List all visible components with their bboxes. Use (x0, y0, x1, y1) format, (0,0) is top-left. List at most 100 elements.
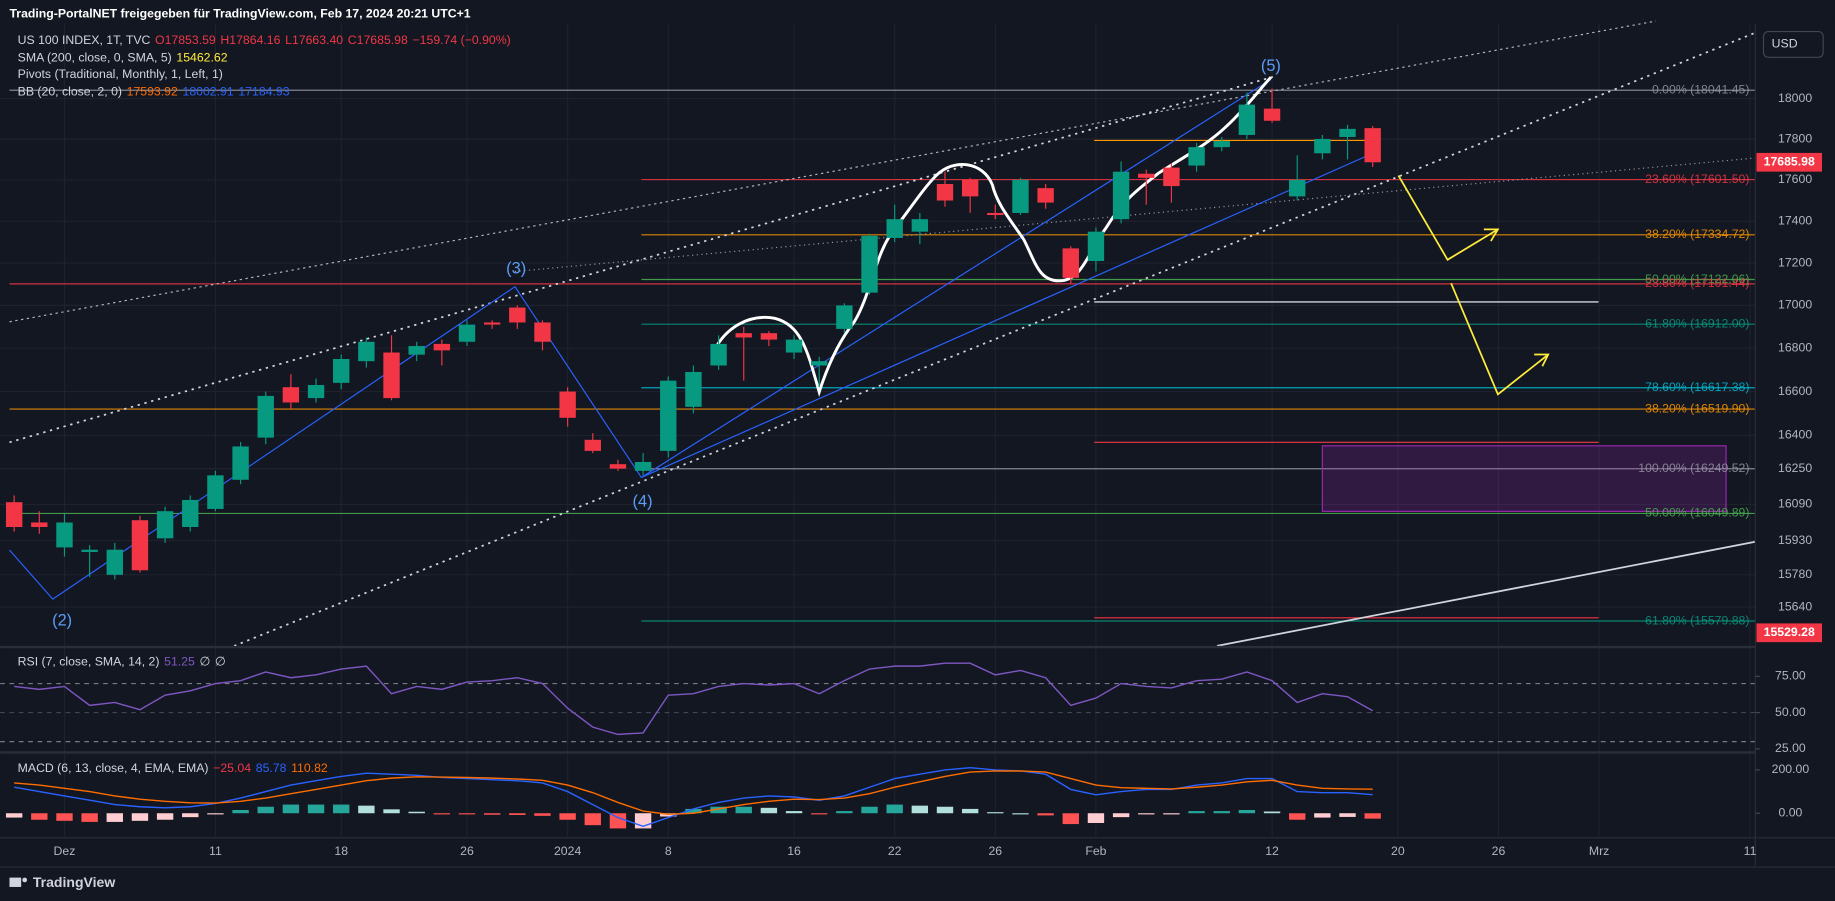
candle-body (207, 475, 224, 509)
candle-body (56, 522, 73, 548)
candle-body (232, 446, 249, 480)
candle-body (1138, 173, 1155, 178)
candle-body (31, 522, 48, 527)
trend-line (1216, 540, 1756, 647)
price-label: 15529.28 (1764, 625, 1815, 639)
macd-hist-bar (987, 812, 1004, 814)
legend-item: 85.78 (256, 761, 287, 775)
legend-item: 17593.92 (127, 85, 178, 99)
y-tick-label: 17800 (1778, 131, 1812, 145)
legend-line: US 100 INDEX, 1T, TVC O17853.59 H17864.16 L… (18, 33, 511, 47)
macd-hist-bar (333, 804, 350, 814)
level-label: 61.80% (15579.88) (1645, 613, 1749, 627)
macd-hist-bar (433, 813, 451, 815)
candle-body (333, 358, 350, 383)
macd-hist-bar (1087, 813, 1105, 823)
candle-body (106, 549, 123, 575)
candle-body (936, 184, 954, 201)
macd-hist-bar (1138, 813, 1155, 815)
marks: 0.00% (18041.45) 23.60% (17601.50) 38.20% … (5, 83, 1749, 829)
candle-body (785, 339, 803, 353)
macd-hist-bar (1238, 809, 1256, 814)
price-axis (1755, 23, 1835, 866)
macd-hist-bar (483, 813, 501, 815)
legend-item: 51.25 (164, 655, 195, 669)
macd-hist-bar (156, 813, 174, 820)
macd-hist-bar (886, 804, 903, 814)
legend-item: SMA (200, close, 0, SMA, 5) (18, 51, 172, 65)
macd-hist-bar (131, 813, 149, 821)
currency-button[interactable] (1762, 31, 1824, 58)
candle-body (1213, 141, 1230, 148)
macd-hist-bar (81, 813, 98, 822)
macd-hist-bar (408, 811, 425, 814)
macd-hist-bar (559, 813, 576, 820)
x-tick-label: 12 (1265, 844, 1279, 858)
wave-label: (3) (506, 259, 526, 277)
macd-hist-bar (534, 813, 551, 816)
candle-body (911, 219, 929, 232)
macd-hist-bar (861, 806, 878, 814)
macd-line (14, 770, 1373, 816)
wave-line (9, 79, 1272, 600)
macd-hist-bar (1188, 811, 1205, 814)
trend-line (514, 157, 1756, 273)
macd-hist-bar (1314, 813, 1331, 818)
level-label: 23.60% (17601.50) (1645, 172, 1749, 186)
candle-body (1339, 128, 1356, 137)
candle-body (609, 464, 627, 469)
macd-hist-bar (1112, 813, 1130, 818)
y-tick-label: 16800 (1778, 340, 1812, 354)
macd-hist-bar (257, 806, 274, 814)
price-label-box (1756, 152, 1823, 172)
level-label: 50.00% (17122.06) (1645, 272, 1749, 286)
trend-line (9, 20, 1656, 323)
price-label-box (1756, 623, 1823, 643)
candle-body (433, 343, 451, 351)
macd-hist-bar (1163, 813, 1180, 815)
freehand (712, 76, 1272, 398)
macd-hist-bar (182, 813, 199, 818)
channel-line (641, 149, 1382, 478)
macd-hist-bar (735, 806, 752, 814)
macd-hist-bar (207, 813, 224, 815)
candle-body (383, 352, 400, 399)
rsi-tick-label: 25.00 (1775, 741, 1806, 755)
arrow-head (1534, 353, 1550, 367)
macd-hist-bar (609, 813, 627, 829)
legend-line: BB (20, close, 2, 0) 17593.92 18002.91 1718… (18, 85, 290, 99)
macd-hist-bar (584, 813, 601, 826)
legend-item: −25.04 (213, 761, 251, 775)
macd-line (14, 767, 1373, 827)
currency-label[interactable]: USD (1772, 37, 1798, 51)
macd-hist-bar (836, 811, 853, 814)
candle-body (660, 380, 677, 451)
candle-body (1087, 231, 1105, 261)
level-label: 100.00% (16249.52) (1638, 461, 1749, 475)
candle-body (836, 305, 853, 329)
x-tick-label: 18 (334, 844, 348, 858)
y-tick-label: 15930 (1778, 533, 1812, 547)
macd-hist-bar (961, 808, 979, 814)
macd-hist-bar (760, 807, 778, 814)
candle-body (584, 439, 601, 451)
candle-body (1238, 104, 1256, 135)
y-tick-label: 17400 (1778, 214, 1812, 228)
arrow (1397, 175, 1499, 261)
x-tick-label: 11 (1744, 844, 1757, 858)
candle-body (534, 322, 551, 342)
candle-body (811, 361, 828, 366)
candle-body (735, 333, 752, 338)
y-tick-label: 17200 (1778, 255, 1812, 269)
x-tick-label: 26 (460, 844, 474, 858)
legend-item: MACD (6, 13, close, 4, EMA, EMA) (18, 761, 209, 775)
trend-line (9, 75, 1276, 444)
legend-item: ∅ (200, 655, 211, 669)
level-label: 38.20% (17334.72) (1645, 227, 1749, 241)
brand-name: TradingView (33, 874, 115, 890)
macd-hist-bar (911, 805, 929, 814)
candle-body (886, 219, 903, 238)
legend-item: H17864.16 (220, 33, 280, 47)
